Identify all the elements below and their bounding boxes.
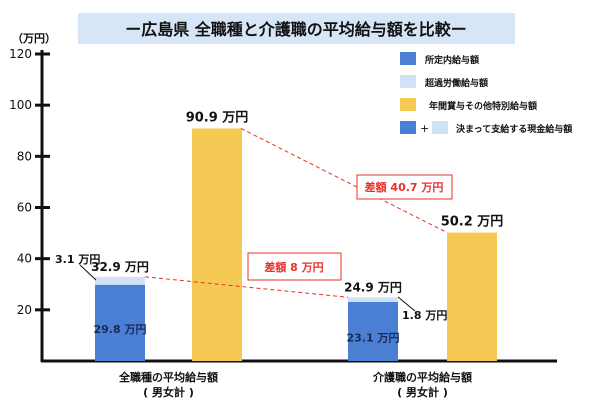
chart-title: ー広島県 全職種と介護職の平均給与額を比較ー — [125, 20, 467, 39]
data-label-overtime: 1.8 万円 — [402, 309, 447, 322]
callout-line — [79, 264, 97, 281]
y-tick-label: 120 — [9, 47, 32, 61]
legend-label-combined: 決まって支給する現金給与額 — [456, 123, 572, 135]
data-label-base: 23.1 万円 — [347, 331, 400, 344]
legend-swatch — [432, 121, 448, 134]
legend-label: 所定内給与額 — [425, 54, 479, 66]
data-label-base: 29.8 万円 — [94, 323, 147, 336]
data-label-total: 24.9 万円 — [344, 280, 402, 294]
bar-overtime — [348, 297, 398, 302]
y-tick-label: 40 — [17, 252, 32, 266]
title-background — [78, 13, 515, 44]
annotation-difference-bonus: 差額 40.7 万円 — [365, 180, 444, 194]
data-label-total: 32.9 万円 — [91, 260, 149, 274]
bar-overtime — [95, 276, 145, 285]
data-label-overtime: 3.1 万円 — [55, 253, 100, 266]
y-axis-unit: （万円） — [12, 32, 56, 45]
legend-label: 年間賞与その他特別給与額 — [429, 100, 537, 112]
y-tick-label: 100 — [9, 98, 32, 112]
legend-swatch — [400, 75, 416, 88]
difference-line-bonus — [240, 128, 448, 234]
annotation-box — [356, 174, 453, 200]
data-label-bonus: 90.9 万円 — [186, 110, 249, 125]
category-label: 介護職の平均給与額 — [372, 370, 472, 384]
difference-line-monthly — [144, 276, 349, 298]
annotation-box — [247, 252, 342, 281]
category-sublabel: ( 男女計 ) — [397, 385, 448, 399]
legend-swatch — [400, 98, 416, 111]
bar-base-salary — [348, 301, 398, 361]
bar-base-salary — [95, 284, 145, 361]
bar-bonus — [447, 232, 497, 361]
data-label-bonus: 50.2 万円 — [441, 215, 504, 230]
legend-plus: + — [420, 122, 429, 135]
y-tick-label: 80 — [17, 149, 32, 163]
bar-bonus — [192, 128, 242, 361]
annotation-difference-monthly: 差額 8 万円 — [264, 260, 323, 274]
callout-line — [397, 296, 416, 312]
y-tick-label: 60 — [17, 201, 32, 215]
category-label: 全職種の平均給与額 — [118, 370, 218, 384]
legend-swatch — [400, 52, 416, 65]
legend-label: 超過労働給与額 — [424, 77, 488, 89]
legend-swatch — [400, 121, 416, 134]
y-tick-label: 20 — [17, 303, 32, 317]
category-sublabel: ( 男女計 ) — [143, 385, 194, 399]
